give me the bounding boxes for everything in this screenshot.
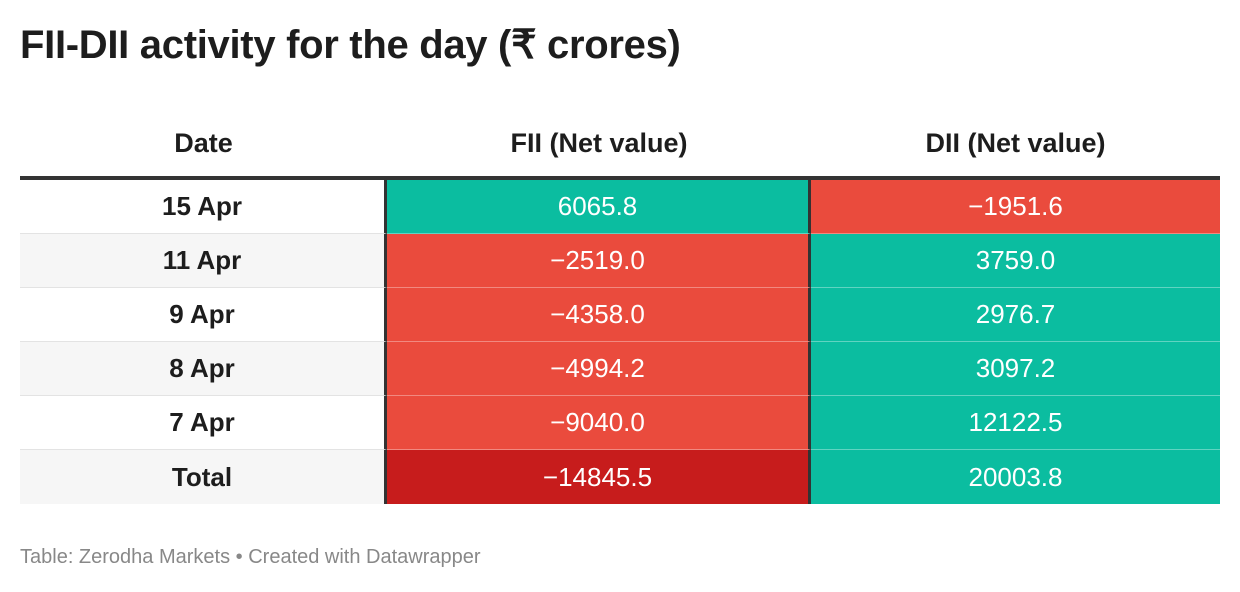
dii-value-cell: 3759.0 xyxy=(811,234,1220,288)
fii-value-cell: −9040.0 xyxy=(387,396,811,450)
date-cell: 15 Apr xyxy=(20,180,387,234)
column-header-fii[interactable]: FII (Net value) xyxy=(510,127,688,158)
chart-title: FII-DII activity for the day (₹ crores) xyxy=(20,23,681,67)
table-row: 9 Apr −4358.0 2976.7 xyxy=(20,288,1220,342)
fii-value-cell: 6065.8 xyxy=(387,180,811,234)
table-row: 11 Apr −2519.0 3759.0 xyxy=(20,234,1220,288)
dii-value-cell: 12122.5 xyxy=(811,396,1220,450)
date-cell: 8 Apr xyxy=(20,342,387,396)
fii-value-cell: −4358.0 xyxy=(387,288,811,342)
dii-value-cell: 3097.2 xyxy=(811,342,1220,396)
fii-value-cell: −4994.2 xyxy=(387,342,811,396)
table-total-row: Total −14845.5 20003.8 xyxy=(20,450,1220,504)
fii-value-cell: −14845.5 xyxy=(387,450,811,504)
dii-value-cell: 2976.7 xyxy=(811,288,1220,342)
table-row: 8 Apr −4994.2 3097.2 xyxy=(20,342,1220,396)
date-cell: Total xyxy=(20,450,387,504)
source-footer: Table: Zerodha Markets • Created with Da… xyxy=(20,546,481,568)
dii-value-cell: 20003.8 xyxy=(811,450,1220,504)
table-row: 15 Apr 6065.8 −1951.6 xyxy=(20,180,1220,234)
fii-value-cell: −2519.0 xyxy=(387,234,811,288)
date-cell: 11 Apr xyxy=(20,234,387,288)
dii-value-cell: −1951.6 xyxy=(811,180,1220,234)
table-row: 7 Apr −9040.0 12122.5 xyxy=(20,396,1220,450)
date-cell: 9 Apr xyxy=(20,288,387,342)
data-table: Date FII (Net value) DII (Net value) 15 … xyxy=(20,110,1220,504)
table-header: Date FII (Net value) DII (Net value) xyxy=(20,110,1220,180)
column-header-date[interactable]: Date xyxy=(174,127,233,158)
date-cell: 7 Apr xyxy=(20,396,387,450)
table-body: 15 Apr 6065.8 −1951.6 11 Apr −2519.0 3759.0 9 … xyxy=(20,180,1220,504)
column-header-dii[interactable]: DII (Net value) xyxy=(925,127,1106,158)
